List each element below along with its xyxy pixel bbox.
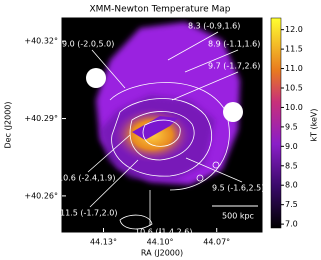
annotation: 8.9 (-1.1,1.6): [208, 40, 260, 49]
colorbar-tick-label: 10.0: [285, 103, 303, 112]
y-tick-label: +40.32°: [24, 37, 58, 46]
mask: [223, 102, 243, 122]
x-tick-label: 44.13°: [90, 238, 117, 247]
colorbar-tick-label: 7.5: [285, 200, 298, 209]
annotation: 10.6 (-1.4,2.6): [135, 228, 192, 237]
chart-title: XMM-Newton Temperature Map: [89, 5, 230, 15]
colorbar-tick-label: 11.0: [285, 64, 303, 73]
scale-bar-label: 500 kpc: [222, 212, 254, 221]
x-tick-label: 44.07°: [203, 238, 230, 247]
streak: [132, 116, 178, 140]
x-tick-label: 44.10°: [147, 238, 174, 247]
colorbar-tick-label: 8.0: [285, 181, 298, 190]
x-label: RA (J2000): [141, 249, 183, 258]
annotation-arrow: [184, 49, 239, 73]
annotation: 9.7 (-1.7,2.6): [208, 62, 260, 71]
annotation-arrow: [89, 159, 139, 208]
y-label: Dec (J2000): [4, 102, 13, 149]
colorbar: [270, 17, 282, 229]
annotation-arrow: [171, 71, 239, 101]
annotation: 9.0 (-2.0,5.0): [62, 40, 114, 49]
colorbar-tick-label: 7.0: [285, 220, 298, 229]
colorbar-tick-label: 10.5: [285, 84, 303, 93]
colorbar-tick-label: 12.0: [285, 25, 303, 34]
annotation-arrow: [91, 49, 126, 89]
annotation-arrow: [167, 31, 219, 61]
contours: [109, 82, 230, 230]
mask: [86, 68, 106, 88]
y-tick-label: +40.26°: [24, 191, 58, 200]
annotation-arrow: [185, 157, 243, 183]
annotation: 11.5 (-1.7,2.0): [60, 209, 117, 218]
frame: [61, 17, 263, 233]
annotation-arrow: [87, 134, 131, 173]
annotation: 8.3 (-0.9,1.6): [188, 22, 240, 31]
annotation: 9.5 (-1.6,2.5): [212, 184, 264, 193]
colorbar-tick-label: 9.5: [285, 122, 298, 131]
y-tick-label: +40.29°: [24, 114, 58, 123]
colorbar-label: kT (keV): [310, 108, 319, 141]
colorbar-tick-label: 9.0: [285, 142, 298, 151]
colorbar-tick-label: 8.5: [285, 161, 298, 170]
colorbar-tick-label: 11.5: [285, 45, 303, 54]
annotation: 10.6 (-2.4,1.9): [58, 174, 115, 183]
